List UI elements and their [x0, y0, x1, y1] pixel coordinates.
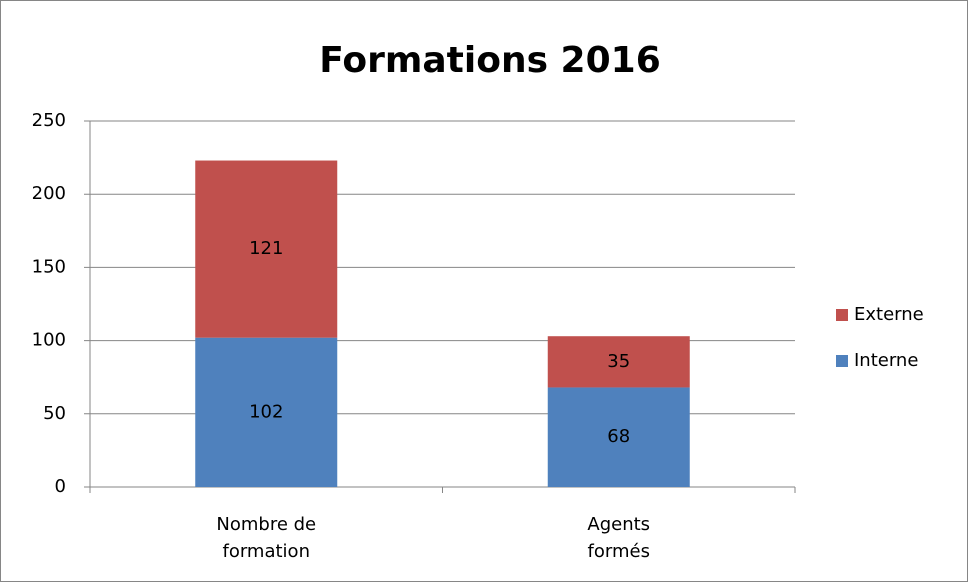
x-tick-label-box: Nombre de formation [216, 514, 317, 562]
legend-swatch [836, 309, 848, 321]
y-tick-label: 50 [43, 403, 66, 424]
data-label: 102 [249, 401, 283, 422]
y-tick-label: 150 [32, 256, 66, 277]
y-tick-label: 200 [32, 183, 66, 204]
data-label: 68 [607, 426, 630, 447]
bar-segment [195, 160, 338, 338]
x-tick-label: Agents formés [587, 514, 651, 562]
y-tick-label: 0 [55, 476, 66, 497]
chart-title: Formations 2016 [319, 40, 661, 81]
legend-swatch [836, 355, 848, 367]
x-tick-label: Nombre de formation [216, 514, 317, 562]
legend-label: Interne [854, 350, 918, 371]
data-label: 35 [607, 351, 630, 372]
legend-label: Externe [854, 304, 924, 325]
bar-segment [547, 336, 690, 388]
x-tick-label-box: Agents formés [587, 514, 651, 562]
y-tick-label: 100 [32, 330, 66, 351]
bar-segment [547, 387, 690, 487]
y-tick-label: 250 [32, 110, 66, 131]
data-label: 121 [249, 238, 283, 259]
bar-segment [195, 337, 338, 487]
